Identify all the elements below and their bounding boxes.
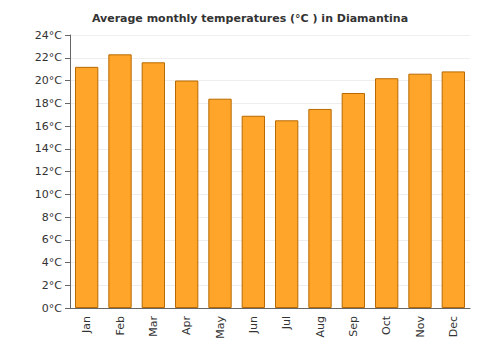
svg-text:12°C: 12°C	[35, 165, 62, 178]
svg-text:Aug: Aug	[314, 316, 327, 337]
svg-text:Apr: Apr	[180, 316, 193, 336]
svg-text:22°C: 22°C	[35, 51, 62, 64]
svg-text:Jan: Jan	[80, 316, 93, 334]
svg-text:18°C: 18°C	[35, 97, 62, 110]
svg-text:Dec: Dec	[447, 316, 460, 337]
svg-text:14°C: 14°C	[35, 142, 62, 155]
svg-text:2°C: 2°C	[42, 279, 62, 292]
svg-text:20°C: 20°C	[35, 74, 62, 87]
svg-text:6°C: 6°C	[42, 233, 62, 246]
svg-text:Sep: Sep	[347, 316, 360, 337]
svg-text:4°C: 4°C	[42, 256, 62, 269]
svg-text:Oct: Oct	[380, 315, 393, 335]
svg-text:8°C: 8°C	[42, 211, 62, 224]
svg-text:May: May	[214, 316, 227, 339]
svg-text:10°C: 10°C	[35, 188, 62, 201]
svg-text:Jun: Jun	[247, 316, 260, 334]
svg-text:Feb: Feb	[114, 316, 127, 335]
svg-text:Nov: Nov	[414, 316, 427, 338]
svg-text:24°C: 24°C	[35, 29, 62, 42]
svg-text:Jul: Jul	[280, 316, 293, 330]
svg-text:Average monthly temperatures (: Average monthly temperatures (°C ) in Di…	[92, 12, 408, 25]
svg-text:0°C: 0°C	[42, 302, 62, 315]
svg-text:16°C: 16°C	[35, 120, 62, 133]
svg-text:Mar: Mar	[147, 316, 160, 337]
